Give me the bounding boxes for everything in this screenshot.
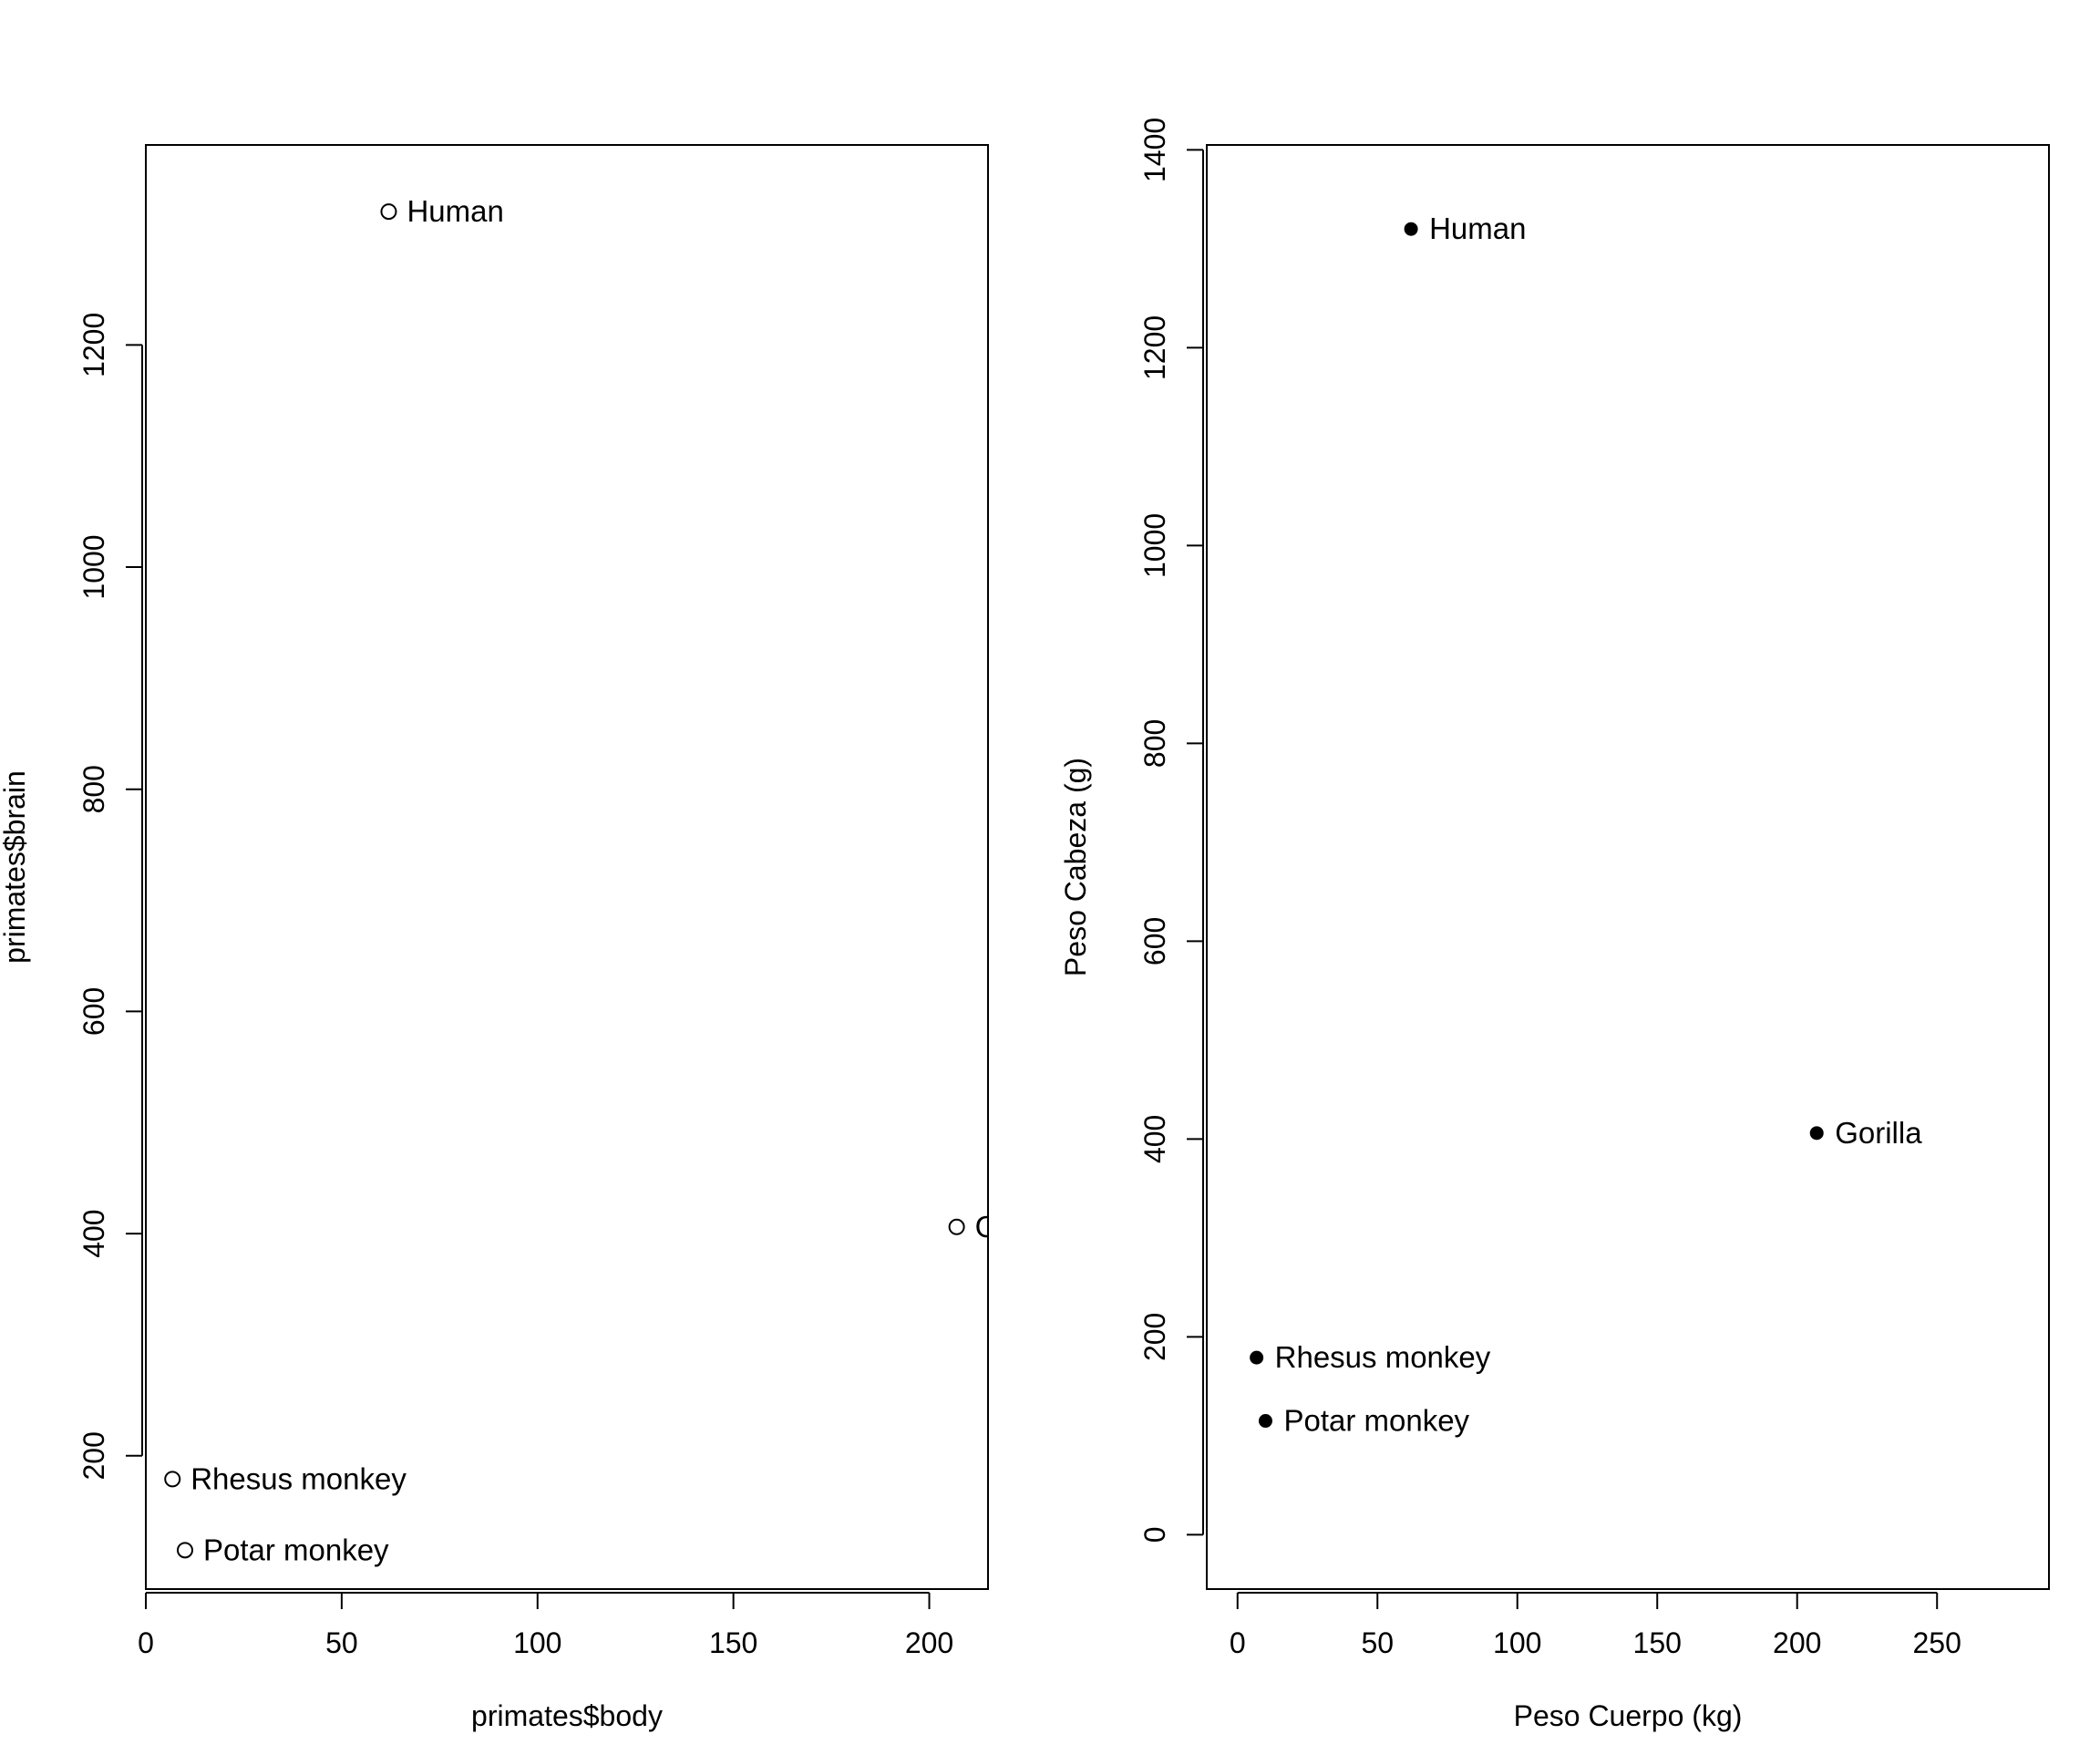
- x-tick-label: 50: [1361, 1626, 1394, 1659]
- point-gorilla: [1809, 1126, 1824, 1141]
- y-axis-label: primates$brain: [0, 770, 31, 964]
- points-layer: Human G Rhesus monkey Potar monkey: [164, 194, 999, 1566]
- x-tick-label: 100: [1493, 1626, 1541, 1659]
- x-tick-label: 0: [138, 1626, 154, 1659]
- x-tick-label: 200: [1773, 1626, 1821, 1659]
- y-tick-label: 1200: [77, 313, 110, 377]
- point-rhesus-monkey: [1250, 1350, 1264, 1365]
- point-rhesus-monkey: [164, 1471, 181, 1488]
- point-human: [1404, 222, 1418, 236]
- x-tick-label: 150: [1633, 1626, 1682, 1659]
- y-tick-label: 400: [1138, 1115, 1171, 1163]
- y-tick-label: 400: [77, 1209, 110, 1257]
- y-tick-label: 800: [77, 765, 110, 813]
- x-axis: 0 50 100 150 200: [138, 1592, 953, 1659]
- point-potar-monkey: [176, 1542, 193, 1559]
- y-tick-label: 1000: [1138, 513, 1171, 578]
- point-label: Human: [407, 194, 503, 228]
- point-label: G: [975, 1210, 999, 1244]
- point-label: Rhesus monkey: [190, 1461, 407, 1495]
- y-tick-label: 800: [1138, 719, 1171, 768]
- x-axis: 0 50 100 150 200 250: [1230, 1592, 1961, 1659]
- y-tick-label: 1200: [1138, 315, 1171, 380]
- y-tick-label: 600: [77, 987, 110, 1036]
- y-tick-label: 1000: [77, 534, 110, 599]
- point-human: [380, 203, 397, 221]
- x-axis-label: Peso Cuerpo (kg): [1514, 1699, 1743, 1732]
- y-tick-label: 600: [1138, 917, 1171, 965]
- plot-frame: [145, 144, 989, 1590]
- y-axis: 0 200 400 600 800 1000 1200 1400: [1138, 118, 1204, 1543]
- x-tick-label: 250: [1913, 1626, 1961, 1659]
- y-axis-label: Peso Cabeza (g): [1059, 758, 1092, 976]
- point-label: Potar monkey: [1283, 1404, 1469, 1438]
- x-tick-label: 200: [905, 1626, 953, 1659]
- point-potar-monkey: [1258, 1414, 1272, 1429]
- points-layer: Human Gorilla Rhesus monkey Potar monkey: [1250, 212, 1922, 1438]
- x-tick-label: 0: [1230, 1626, 1246, 1659]
- point-label: Human: [1429, 212, 1526, 245]
- x-tick-label: 100: [513, 1626, 561, 1659]
- y-tick-label: 200: [1138, 1313, 1171, 1361]
- point-gorilla: [948, 1218, 965, 1235]
- y-tick-label: 1400: [1138, 118, 1171, 182]
- left-scatter-panel: 0 50 100 150 200 primates$body 200 400 600 800 100…: [0, 144, 999, 1732]
- y-tick-label: 0: [1138, 1526, 1171, 1543]
- point-label: Potar monkey: [203, 1533, 389, 1566]
- x-tick-label: 50: [325, 1626, 358, 1659]
- right-scatter-panel: 0 50 100 150 200 250 Peso Cuerpo (kg) 0 200 400 60…: [1059, 118, 2050, 1732]
- y-axis: 200 400 600 800 1000 1200: [77, 313, 143, 1480]
- point-label: Gorilla: [1835, 1116, 1922, 1150]
- plot-frame: [1206, 144, 2050, 1590]
- x-axis-label: primates$body: [471, 1699, 663, 1732]
- x-tick-label: 150: [709, 1626, 757, 1659]
- y-tick-label: 200: [77, 1431, 110, 1480]
- point-label: Rhesus monkey: [1275, 1340, 1491, 1374]
